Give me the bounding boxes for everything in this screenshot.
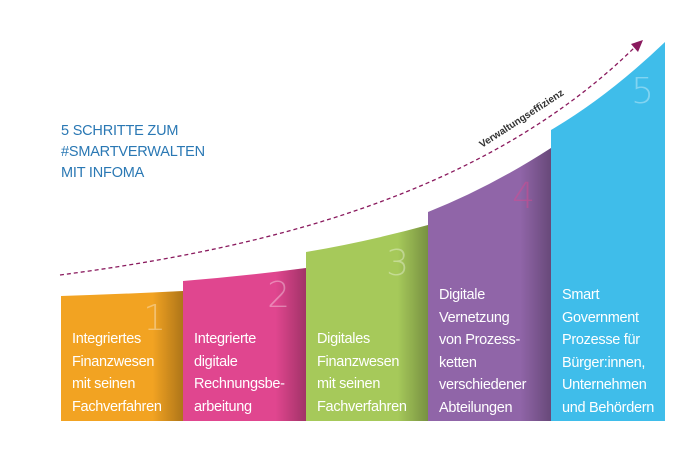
step-label-line: Bürger:innen,	[562, 354, 646, 371]
step-label-line: Integrierte	[194, 331, 256, 347]
step-label-line: Prozesse für	[562, 332, 640, 348]
step-1-number: 1	[143, 298, 166, 339]
title-line: 5 SCHRITTE ZUM	[61, 123, 179, 139]
step-label-line: Government	[562, 309, 639, 326]
step-label-line: mit seinen	[72, 376, 136, 392]
step-2-label: Integrierte digitale Rechnungsbe-arbeitung	[194, 328, 285, 418]
step-3-shadow	[306, 225, 428, 421]
step-1-shadow	[61, 291, 183, 421]
step-label-line: Rechnungsbe-	[194, 376, 285, 392]
step-label-line: Digitales	[317, 331, 370, 347]
step-label-line: Fachverfahren	[317, 398, 407, 415]
step-4-label: Digitale Vernetzung von Prozess-ketten vers…	[439, 284, 526, 419]
step-label-line: Smart	[562, 287, 600, 303]
step-label-line: Vernetzung	[439, 309, 510, 326]
step-label-line: digitale	[194, 353, 238, 370]
step-3-label: Digitales Finanzwesen mit seinen Fachverfah…	[317, 328, 407, 418]
step-3-number: 3	[386, 243, 409, 284]
step-5-label: Smart Government Prozesse für Bürger:innen,…	[562, 284, 654, 419]
step-label-line: Digitale	[439, 287, 485, 303]
step-label-line: Finanzwesen	[72, 353, 155, 370]
step-label-line: von Prozess-	[439, 332, 521, 348]
step-4-number: 4	[512, 176, 535, 217]
title-line: #SMARTVERWALTEN	[61, 144, 205, 160]
step-label-line: und Behördern	[562, 399, 655, 416]
step-label-line: Fachverfahren	[72, 398, 162, 415]
step-label-line: mit seinen	[317, 376, 381, 392]
step-label-line: Unternehmen	[562, 377, 647, 393]
step-2-shadow	[183, 268, 306, 421]
efficiency-arrow-line	[59, 45, 637, 276]
step-5-number: 5	[631, 71, 654, 112]
title-line: MIT INFOMA	[61, 165, 145, 181]
arrowhead-icon	[631, 40, 643, 52]
step-label-line: arbeitung	[194, 398, 252, 415]
step-label-line: Finanzwesen	[317, 353, 400, 370]
step-2-number: 2	[267, 275, 290, 316]
step-label-line: Integriertes	[72, 331, 141, 347]
step-label-line: verschiedener	[439, 377, 527, 393]
step-5-bar	[551, 42, 665, 421]
step-1-label: Integriertes Finanzwesen mit seinen Fachver…	[72, 328, 162, 418]
step-label-line: Abteilungen	[439, 399, 513, 416]
step-label-line: ketten	[439, 354, 477, 371]
page-title: 5 SCHRITTE ZUM #SMARTVERWALTEN MIT INFOM…	[61, 121, 205, 184]
step-4-shadow	[428, 148, 551, 421]
